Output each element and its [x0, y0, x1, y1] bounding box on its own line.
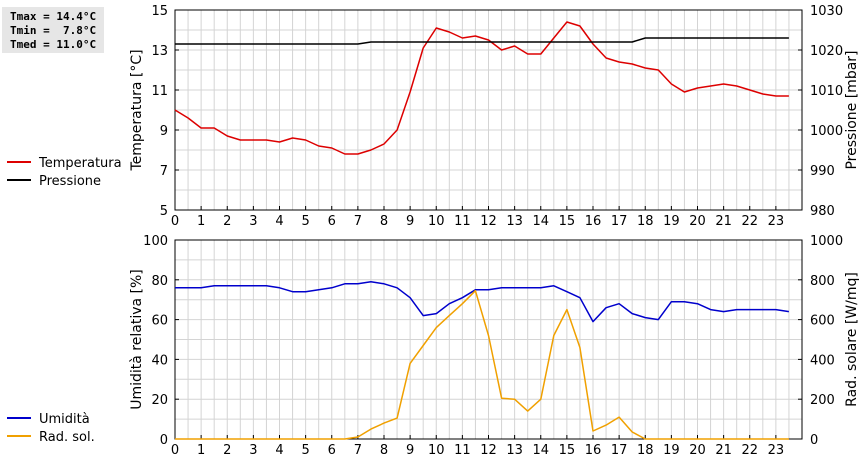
y2-tick-label: 0: [810, 433, 818, 448]
x-tick-label: 2: [223, 214, 231, 229]
y-tick-label: 13: [151, 44, 168, 59]
x-tick-label: 8: [380, 443, 388, 458]
series-line-0: [174, 21, 789, 155]
stats-box: Tmax = 14.4°C Tmin = 7.8°C Tmed = 11.0°C: [2, 7, 104, 53]
series-line-1: [175, 289, 789, 440]
x-tick-label: 4: [275, 443, 283, 458]
y-tick-label: 40: [151, 353, 168, 368]
x-tick-label: 5: [301, 214, 309, 229]
y-axis-label: Temperatura [°C]: [129, 49, 145, 171]
y-tick-label: 7: [160, 164, 168, 179]
x-tick-label: 19: [663, 214, 680, 229]
x-tick-label: 9: [406, 214, 414, 229]
x-tick-label: 22: [741, 443, 758, 458]
temp-chart: 0 1 2 3 4 5 6 7 8 9 10 11 12 13 14 15 16 17 18 19 20 21 22 2357…: [7, 4, 860, 229]
x-tick-label: 3: [249, 214, 257, 229]
x-tick-label: 13: [506, 443, 523, 458]
y-tick-label: 80: [151, 274, 168, 289]
y2-axis-label: Rad. solare [W/mq]: [844, 272, 860, 407]
y-tick-label: 100: [143, 234, 168, 249]
x-tick-label: 7: [354, 214, 362, 229]
x-tick-label: 20: [689, 443, 706, 458]
y-tick-label: 5: [160, 204, 168, 219]
y2-tick-label: 800: [810, 274, 835, 289]
x-tick-label: 9: [406, 443, 414, 458]
x-tick-label: 14: [532, 214, 549, 229]
y2-tick-label: 1000: [810, 124, 843, 139]
x-tick-label: 12: [480, 443, 497, 458]
x-tick-label: 0: [171, 443, 179, 458]
tmax-text: Tmax = 14.4°C: [10, 10, 97, 23]
x-tick-label: 19: [663, 443, 680, 458]
y-tick-label: 20: [151, 393, 168, 408]
x-tick-label: 4: [275, 214, 283, 229]
x-tick-label: 7: [354, 443, 362, 458]
x-tick-label: 6: [328, 214, 336, 229]
y2-tick-label: 1020: [810, 44, 843, 59]
y-tick-label: 11: [151, 84, 168, 99]
x-tick-label: 1: [197, 443, 205, 458]
y2-tick-label: 980: [810, 204, 835, 219]
x-tick-label: 8: [380, 214, 388, 229]
x-tick-label: 13: [506, 214, 523, 229]
x-tick-label: 18: [637, 443, 654, 458]
x-tick-label: 21: [715, 214, 732, 229]
x-tick-label: 2: [223, 443, 231, 458]
x-tick-label: 15: [559, 214, 576, 229]
hum-chart: 0 1 2 3 4 5 6 7 8 9 10 11 12 13 14 15 16 17 18 19 20 21 22 2302…: [7, 234, 860, 458]
x-tick-label: 21: [715, 443, 732, 458]
x-tick-label: 18: [637, 214, 654, 229]
x-tick-label: 6: [328, 443, 336, 458]
x-tick-label: 3: [249, 443, 257, 458]
legend-label: Umidità: [39, 412, 90, 427]
y-tick-label: 60: [151, 314, 168, 329]
x-tick-label: 22: [741, 214, 758, 229]
x-tick-label: 0: [171, 214, 179, 229]
x-tick-label: 10: [428, 443, 445, 458]
y2-tick-label: 990: [810, 164, 835, 179]
tmin-text: Tmin = 7.8°C: [10, 24, 97, 37]
x-tick-label: 23: [768, 443, 785, 458]
x-tick-label: 14: [532, 443, 549, 458]
y2-tick-label: 600: [810, 314, 835, 329]
x-tick-label: 20: [689, 214, 706, 229]
x-tick-label: 1: [197, 214, 205, 229]
y2-tick-label: 400: [810, 353, 835, 368]
y2-tick-label: 200: [810, 393, 835, 408]
series-line-1: [175, 37, 789, 45]
x-tick-label: 17: [611, 214, 628, 229]
legend-label: Pressione: [39, 174, 101, 189]
x-tick-label: 16: [585, 443, 602, 458]
y-tick-label: 0: [160, 433, 168, 448]
x-tick-label: 16: [585, 214, 602, 229]
y-tick-label: 9: [160, 124, 168, 139]
series-line-0: [175, 281, 790, 323]
y2-tick-label: 1030: [810, 4, 843, 19]
x-tick-label: 12: [480, 214, 497, 229]
x-tick-label: 11: [454, 443, 471, 458]
x-tick-label: 17: [611, 443, 628, 458]
legend-label: Rad. sol.: [39, 430, 95, 445]
y2-tick-label: 1000: [810, 234, 843, 249]
x-tick-label: 10: [428, 214, 445, 229]
x-tick-label: 11: [454, 214, 471, 229]
y2-axis-label: Pressione [mbar]: [844, 50, 860, 169]
x-tick-label: 15: [559, 443, 576, 458]
y2-tick-label: 1010: [810, 84, 843, 99]
x-tick-label: 5: [301, 443, 309, 458]
y-tick-label: 15: [151, 4, 168, 19]
tmed-text: Tmed = 11.0°C: [10, 38, 97, 51]
x-tick-label: 23: [768, 214, 785, 229]
legend-label: Temperatura: [38, 156, 122, 171]
y-axis-label: Umidità relativa [%]: [129, 269, 145, 410]
